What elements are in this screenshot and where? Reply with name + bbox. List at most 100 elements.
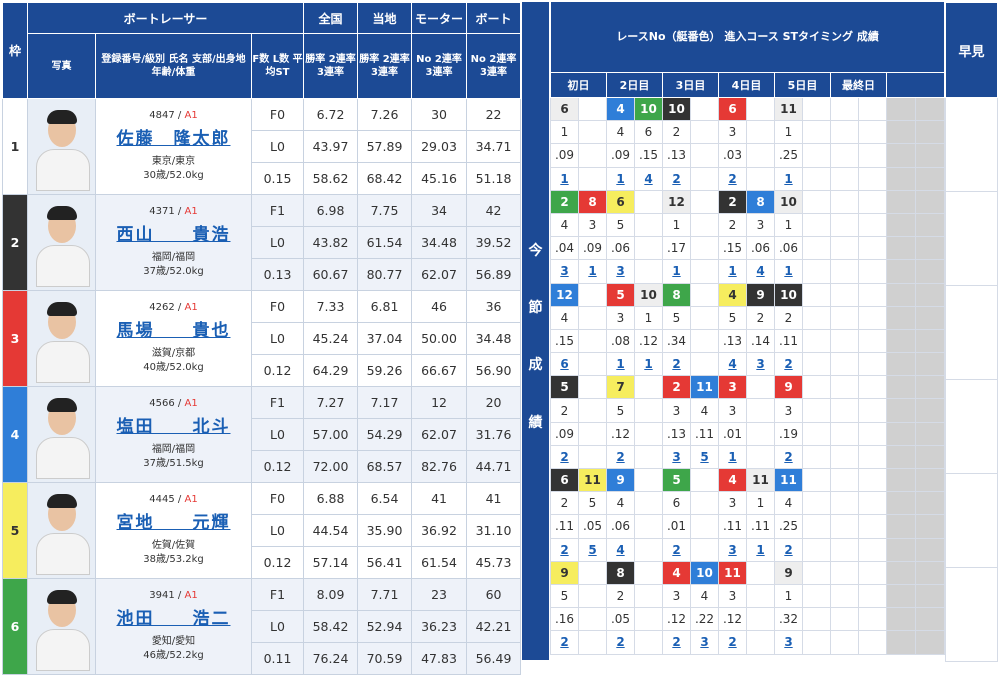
course-cell: 3 — [746, 212, 775, 238]
finish-result-link[interactable]: 3 — [746, 352, 775, 377]
race-number-cell: 11 — [578, 467, 607, 493]
st-timing-cell — [690, 143, 719, 168]
this-meet-results-label: 今 節 成 績 — [522, 2, 549, 660]
finish-result-link[interactable]: 3 — [606, 259, 635, 284]
race-number-cell: 6 — [718, 96, 747, 122]
course-cell — [690, 120, 719, 145]
course-cell: 4 — [550, 305, 579, 330]
finish-result-link[interactable]: 2 — [774, 444, 803, 470]
finish-result-link[interactable]: 3 — [550, 259, 579, 284]
finish-result-link[interactable]: 3 — [774, 630, 803, 655]
finish-result-link[interactable]: 3 — [662, 444, 691, 470]
finish-result-link[interactable]: 2 — [662, 630, 691, 655]
racer-row: 0.12 64.29 59.26 66.67 56.90 — [3, 354, 522, 387]
racer-tou-stat: 7.75 — [357, 194, 413, 227]
racer-branch: 佐賀/佐賀 — [151, 540, 196, 551]
racer-class: A1 — [184, 494, 198, 505]
racer-name-link[interactable]: 馬場 貴也 — [116, 321, 231, 341]
race-number-cell — [802, 560, 831, 585]
finish-result-link[interactable]: 2 — [550, 537, 579, 562]
race-number-cell: 4 — [718, 282, 747, 307]
racer-name-link[interactable]: 西山 貴浩 — [116, 225, 231, 245]
day-header: 最終日 — [830, 72, 887, 98]
racer-info: 4566 / A1 塩田 北斗 福岡/福岡 37歳/51.5kg — [95, 386, 252, 483]
finish-result-link[interactable]: 1 — [774, 259, 803, 284]
racer-row: L0 45.24 37.04 50.00 34.48 — [3, 322, 522, 355]
racer-zen-stat: 76.24 — [303, 642, 359, 675]
course-cell — [746, 398, 775, 423]
st-timing-cell — [858, 328, 887, 354]
racer-fl-st: L0 — [250, 226, 305, 259]
st-timing-cell — [634, 607, 663, 632]
finish-result-link[interactable]: 4 — [606, 537, 635, 562]
course-cell: 2 — [606, 583, 635, 609]
course-cell — [830, 491, 859, 516]
finish-result-link[interactable]: 5 — [690, 444, 719, 470]
racer-name-link[interactable]: 塩田 北斗 — [116, 417, 231, 437]
finish-result-link[interactable]: 2 — [662, 537, 691, 562]
st-timing-cell — [802, 607, 831, 632]
racer-zen-stat: 43.82 — [303, 226, 359, 259]
racer-motor-stat: 66.67 — [411, 354, 468, 387]
finish-result-link[interactable]: 1 — [718, 444, 747, 470]
finish-result-link[interactable]: 6 — [550, 352, 579, 377]
course-cell: 3 — [718, 398, 747, 423]
finish-result-link[interactable]: 5 — [578, 537, 607, 562]
racer-fl-st: L0 — [250, 514, 305, 547]
finish-result-link[interactable]: 2 — [718, 166, 747, 191]
finish-result-link[interactable]: 3 — [718, 537, 747, 562]
empty-cell — [914, 630, 946, 655]
finish-result-link[interactable]: 2 — [606, 630, 635, 655]
finish-result-link — [746, 630, 775, 655]
finish-result-link[interactable]: 1 — [578, 259, 607, 284]
finish-result-link[interactable]: 1 — [746, 537, 775, 562]
st-timing-cell — [802, 514, 831, 539]
racer-fl-st: 0.12 — [250, 354, 305, 387]
finish-result-link[interactable]: 4 — [718, 352, 747, 377]
finish-result-link[interactable]: 1 — [550, 166, 579, 191]
racer-name-link[interactable]: 佐藤 隆太郎 — [116, 129, 231, 149]
racer-fl-st: F0 — [250, 290, 305, 323]
results-table: レースNo（艇番色） 進入コース STタイミング 成績 初日 2日目 3日目 4日目 5… — [549, 2, 946, 655]
course-cell: 2 — [746, 305, 775, 330]
st-timing-cell: .12 — [606, 421, 635, 446]
finish-result-link[interactable]: 4 — [746, 259, 775, 284]
racer-boat-stat: 51.18 — [466, 162, 522, 195]
racer-name-link[interactable]: 宮地 元輝 — [116, 513, 231, 533]
finish-result-link — [802, 166, 831, 191]
st-timing-cell: .15 — [550, 328, 579, 354]
finish-result-link — [634, 259, 663, 284]
finish-result-link[interactable]: 2 — [606, 444, 635, 470]
racer-motor-stat: 62.07 — [411, 418, 468, 451]
finish-result-link[interactable]: 1 — [774, 166, 803, 191]
racer-photo — [27, 290, 96, 387]
finish-result-link — [802, 630, 831, 655]
finish-result-link[interactable]: 2 — [550, 630, 579, 655]
racer-fl-st: F1 — [250, 578, 305, 611]
finish-result-link[interactable]: 1 — [606, 352, 635, 377]
finish-result-link[interactable]: 2 — [550, 444, 579, 470]
racer-tou-stat: 7.17 — [357, 386, 413, 419]
finish-result-link[interactable]: 1 — [662, 259, 691, 284]
finish-result-link[interactable]: 1 — [606, 166, 635, 191]
racer-zen-stat: 6.88 — [303, 482, 359, 515]
finish-result-link[interactable]: 2 — [662, 352, 691, 377]
finish-result-link[interactable]: 2 — [662, 166, 691, 191]
finish-result-link[interactable]: 2 — [718, 630, 747, 655]
finish-result-link[interactable]: 2 — [774, 537, 803, 562]
finish-result-link[interactable]: 3 — [690, 630, 719, 655]
racer-fl-st: F0 — [250, 482, 305, 515]
st-timing-cell: .11 — [774, 328, 803, 354]
finish-result-link[interactable]: 1 — [718, 259, 747, 284]
racer-name-link[interactable]: 池田 浩二 — [116, 609, 231, 629]
finish-result-link[interactable]: 1 — [634, 352, 663, 377]
empty-cell — [886, 212, 916, 238]
finish-result-link[interactable]: 2 — [774, 352, 803, 377]
racer-class: A1 — [184, 590, 198, 601]
race-number-cell: 2 — [718, 189, 747, 214]
finish-result-link[interactable]: 4 — [634, 166, 663, 191]
racer-photo — [27, 482, 96, 579]
